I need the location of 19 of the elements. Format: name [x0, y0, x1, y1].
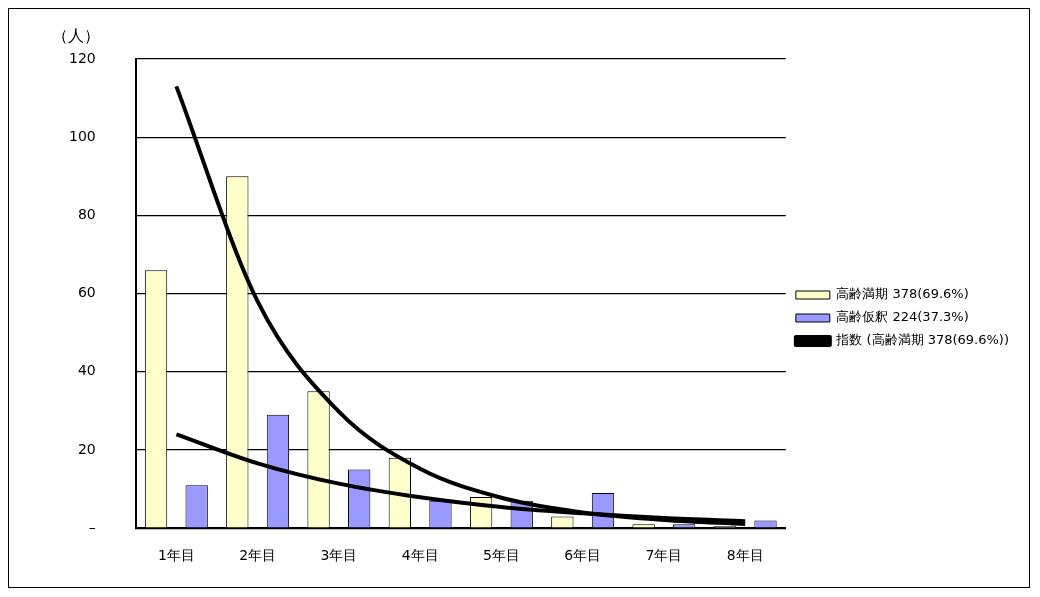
x-tick-label: 2年目 [239, 547, 277, 564]
x-tick-label: 1年目 [157, 547, 195, 564]
x-tick-label: 7年目 [645, 547, 683, 564]
x-tick-label: 6年目 [564, 547, 602, 564]
legend-label: 指数 (高齢満期 378(69.6%)) [835, 332, 1010, 348]
x-tick-label: 8年目 [726, 547, 764, 564]
x-tick-label: 4年目 [401, 547, 439, 564]
y-tick-label: 120 [68, 49, 96, 66]
x-tick-label: 5年目 [482, 547, 520, 564]
y-tick-label: 100 [68, 127, 96, 144]
y-tick-label: 80 [77, 206, 96, 223]
legend-label: 高齢仮釈 224(37.3%) [836, 309, 969, 325]
x-tick-label: 3年目 [320, 547, 358, 564]
y-tick-label: 40 [77, 362, 96, 379]
legend-label: 高齢満期 378(69.6%) [836, 286, 969, 302]
y-tick-label: 20 [77, 440, 96, 457]
y-tick-label: 60 [77, 284, 96, 301]
y-tick-label: – [88, 518, 96, 535]
y-axis-title: （人） [51, 26, 100, 46]
